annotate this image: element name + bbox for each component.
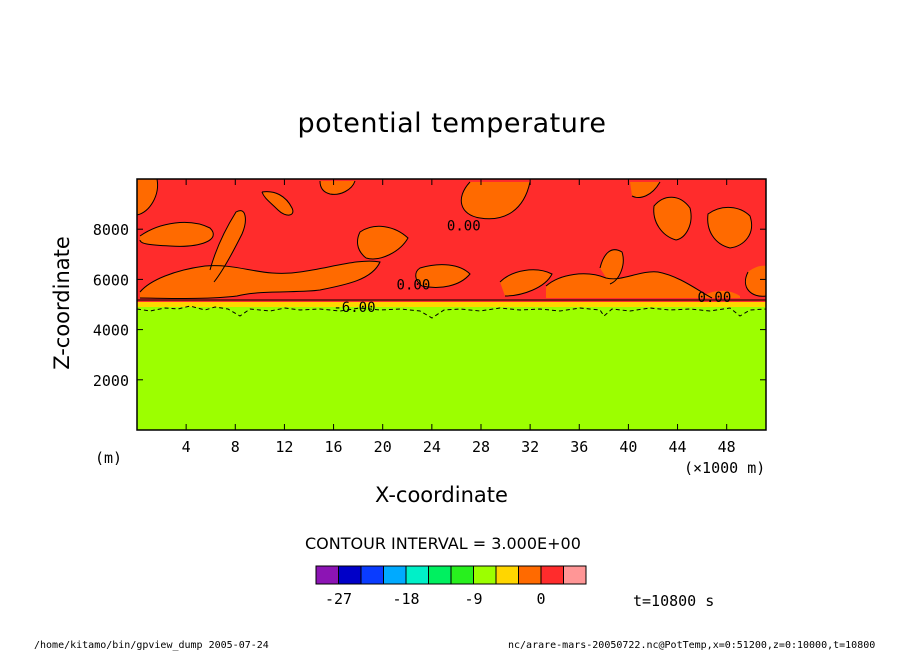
contour-line <box>415 264 471 288</box>
colorbar-swatch <box>338 565 362 585</box>
region-patch <box>600 249 624 284</box>
x-tick-label: 32 <box>521 438 539 456</box>
x-tick-label: 40 <box>619 438 637 456</box>
colorbar-swatch <box>473 565 497 585</box>
contour-interval: CONTOUR INTERVAL = 3.000E+00 <box>305 534 581 553</box>
region-patch <box>653 197 692 240</box>
colorbar-swatch <box>518 565 542 585</box>
contour-line <box>460 181 531 220</box>
region-patch <box>461 182 530 219</box>
region-patch <box>320 181 355 195</box>
chart-title: potential temperature <box>297 108 607 139</box>
x-tick-label: 12 <box>275 438 293 456</box>
contour-label-0: 0.00 <box>447 218 481 234</box>
region-patch <box>415 264 470 288</box>
colorbar-swatch <box>360 565 384 585</box>
contour-labels: 0.00 0.00 0.00 -6.00 <box>333 218 731 316</box>
contour-line-dashed <box>136 305 767 319</box>
region-patch <box>140 261 380 299</box>
colorbar-swatch <box>450 565 474 585</box>
contour-lines <box>136 178 767 319</box>
colorbar-label: -27 <box>325 590 352 608</box>
region-patch <box>546 271 712 298</box>
y-axis: 2000 4000 6000 8000 <box>93 221 766 390</box>
x-tick-label: 4 <box>182 438 191 456</box>
contour-line <box>599 249 624 285</box>
y-tick-label: 8000 <box>93 221 129 239</box>
region-patch <box>140 222 214 247</box>
y-tick-label: 4000 <box>93 322 129 340</box>
region-patch <box>700 290 740 298</box>
x-tick-label: 16 <box>325 438 343 456</box>
y-axis-label: Z-coordinate <box>50 236 74 370</box>
contour-label-2: 0.00 <box>698 290 732 306</box>
colorbar-swatch <box>315 565 339 585</box>
y-tick-label: 6000 <box>93 271 129 289</box>
contour-line <box>653 196 692 241</box>
contour-label-3: -6.00 <box>333 300 375 316</box>
colorbar-swatch <box>383 565 407 585</box>
time-label: t=10800 s <box>633 592 715 610</box>
x-tick-label: 24 <box>423 438 441 456</box>
colorbar-label: -18 <box>392 590 419 608</box>
colorbar-swatch <box>405 565 429 585</box>
colorbar-swatch <box>540 565 564 585</box>
contour-line <box>499 269 553 297</box>
contour-line <box>707 207 752 249</box>
region-patch <box>137 179 158 215</box>
contour-line <box>139 222 214 247</box>
region-patch <box>500 269 552 296</box>
contour-line <box>357 225 409 260</box>
colorbar: -27 -18 -9 0 <box>315 565 587 608</box>
contour-label-1: 0.00 <box>397 277 431 293</box>
contour-line <box>209 210 246 283</box>
contour-line <box>139 260 381 299</box>
colorbar-label: -9 <box>464 590 482 608</box>
contour-field <box>137 179 766 430</box>
y-tick-label: 2000 <box>93 372 129 390</box>
x-tick-label: 44 <box>669 438 687 456</box>
x-axis-unit: (×1000 m) <box>684 459 766 477</box>
region-patch <box>745 265 766 297</box>
contour-line <box>744 271 767 297</box>
x-axis-label: X-coordinate <box>375 483 508 507</box>
footer-right: nc/arare-mars-20050722.nc@PotTemp,x=0:51… <box>508 640 876 651</box>
x-tick-label: 8 <box>231 438 240 456</box>
region-lower-layer <box>137 307 766 430</box>
contour-line <box>261 191 294 216</box>
y-axis-unit: (m) <box>95 449 123 467</box>
x-tick-label: 20 <box>374 438 392 456</box>
x-axis: 4 8 12 16 20 24 28 32 36 40 44 48 <box>182 179 736 456</box>
colorbar-label: 0 <box>536 590 545 608</box>
contour-line <box>545 271 713 299</box>
footer-left: /home/kitamo/bin/gpview_dump 2005-07-24 <box>34 640 269 651</box>
colorbar-swatch <box>563 565 587 585</box>
colorbar-swatch <box>428 565 452 585</box>
x-tick-label: 48 <box>718 438 736 456</box>
contour-line <box>631 181 661 198</box>
x-tick-label: 28 <box>472 438 490 456</box>
region-patch <box>630 182 660 198</box>
region-transition-band <box>137 301 766 309</box>
x-tick-label: 36 <box>570 438 588 456</box>
region-patch <box>707 207 752 248</box>
plot-frame <box>136 178 767 431</box>
contour-line <box>319 180 356 195</box>
region-patch <box>262 191 293 216</box>
contour-line <box>136 178 159 216</box>
colorbar-swatch <box>495 565 519 585</box>
region-patch <box>210 210 246 282</box>
